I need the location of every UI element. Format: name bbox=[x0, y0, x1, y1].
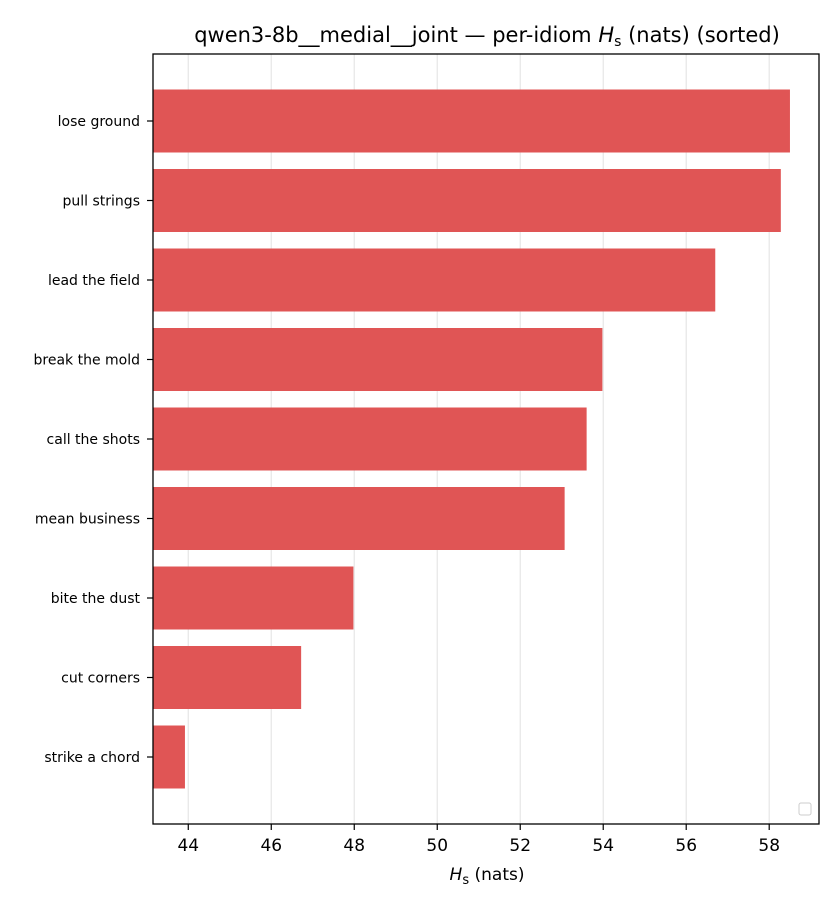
x-tick-label: 48 bbox=[343, 836, 365, 856]
y-tick-label: mean business bbox=[35, 512, 140, 528]
chart-title-subscript: s bbox=[614, 34, 621, 50]
bar bbox=[153, 646, 302, 709]
chart-title: qwen3-8b__medial__joint — per-idiom Hs (… bbox=[194, 23, 780, 50]
x-tick-label: 44 bbox=[177, 836, 199, 856]
y-tick-label: strike a chord bbox=[44, 750, 140, 766]
y-tick-label: cut corners bbox=[61, 671, 140, 687]
x-tick-label: 56 bbox=[675, 836, 697, 856]
x-axis-ticks: 44 46 48 50 52 54 56 58 bbox=[177, 824, 780, 856]
x-axis-label: Hs (nats) bbox=[450, 865, 525, 888]
x-tick-label: 50 bbox=[426, 836, 448, 856]
bar bbox=[153, 248, 716, 312]
bar-layer bbox=[153, 89, 790, 789]
chart-title-prefix: qwen3-8b__medial__joint — per-idiom bbox=[194, 23, 598, 48]
x-axis-label-subscript: s bbox=[462, 873, 469, 888]
x-axis-label-suffix: (nats) bbox=[469, 865, 524, 885]
y-tick-label: break the mold bbox=[34, 353, 141, 369]
x-axis-label-symbol: H bbox=[450, 865, 463, 885]
x-tick-label: 58 bbox=[758, 836, 780, 856]
y-tick-label: lead the field bbox=[48, 273, 140, 289]
x-tick-label: 52 bbox=[509, 836, 531, 856]
y-tick-label: bite the dust bbox=[51, 591, 141, 607]
bar bbox=[153, 407, 587, 471]
bar bbox=[153, 169, 781, 232]
chart-title-suffix: (nats) (sorted) bbox=[621, 23, 779, 47]
x-tick-label: 54 bbox=[592, 836, 614, 856]
y-tick-label: lose ground bbox=[58, 114, 140, 130]
bar bbox=[153, 725, 185, 789]
bar bbox=[153, 89, 790, 153]
bar bbox=[153, 328, 603, 391]
chart-title-symbol: H bbox=[598, 23, 614, 47]
x-tick-label: 46 bbox=[260, 836, 282, 856]
y-tick-label: pull strings bbox=[63, 194, 140, 210]
bar bbox=[153, 566, 354, 630]
y-tick-label: call the shots bbox=[47, 432, 140, 448]
bar bbox=[153, 487, 565, 550]
plot-frame bbox=[152, 53, 820, 825]
legend-box bbox=[798, 802, 812, 816]
y-axis-ticks: lose ground pull strings lead the field bre… bbox=[34, 114, 153, 766]
